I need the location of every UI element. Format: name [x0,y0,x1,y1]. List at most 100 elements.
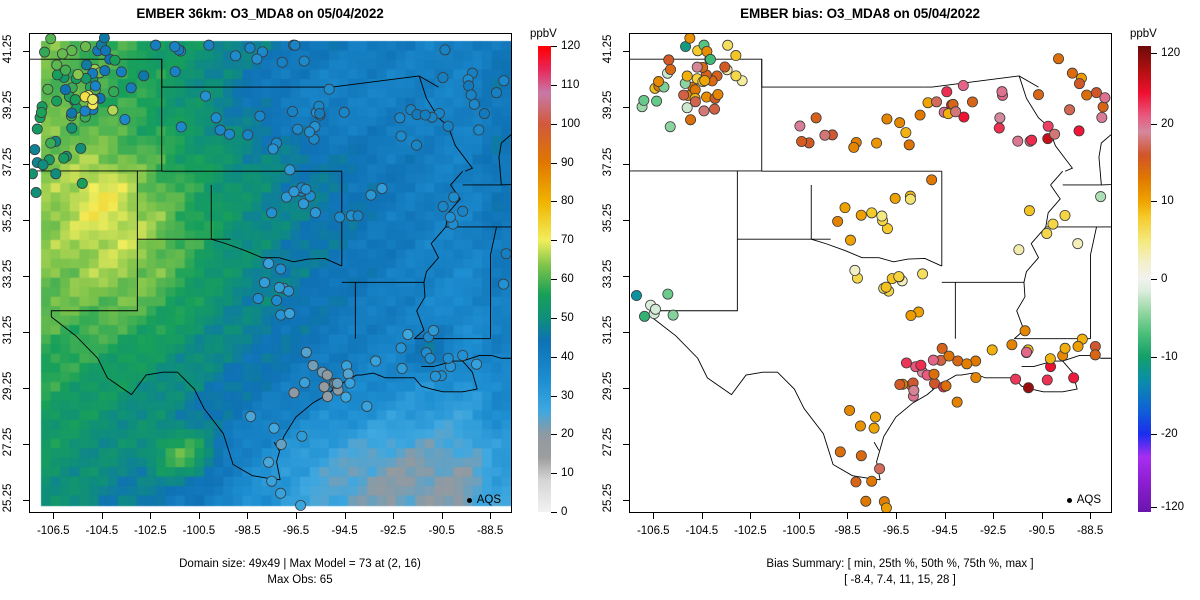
aqs-bias-point[interactable] [709,103,721,115]
aqs-observation-point[interactable] [275,263,287,275]
aqs-bias-point[interactable] [1041,374,1053,386]
aqs-bias-point[interactable] [704,53,716,65]
aqs-bias-point[interactable] [839,202,851,214]
aqs-bias-point[interactable] [855,209,867,221]
aqs-observation-point[interactable] [448,191,460,203]
aqs-bias-point[interactable] [957,80,969,91]
aqs-observation-point[interactable] [322,391,334,402]
aqs-bias-point[interactable] [868,422,880,434]
aqs-observation-point[interactable] [429,370,441,382]
aqs-observation-point[interactable] [331,377,343,389]
aqs-bias-point[interactable] [854,420,866,432]
aqs-bias-point[interactable] [630,290,642,301]
aqs-bias-point[interactable] [880,281,892,293]
aqs-bias-point[interactable] [943,350,955,362]
aqs-observation-point[interactable] [402,328,414,340]
aqs-bias-point[interactable] [1019,325,1031,337]
aqs-observation-point[interactable] [288,387,300,399]
aqs-observation-point[interactable] [100,45,112,57]
aqs-observation-point[interactable] [254,110,266,122]
map-plot-model[interactable]: AQS [29,33,512,513]
aqs-bias-point[interactable] [1073,125,1085,137]
aqs-observation-point[interactable] [175,121,187,133]
aqs-observation-point[interactable] [169,41,181,53]
aqs-bias-point[interactable] [855,450,867,462]
aqs-observation-point[interactable] [361,400,373,412]
aqs-observation-point[interactable] [242,129,254,141]
aqs-observation-point[interactable] [59,64,71,76]
aqs-observation-point[interactable] [30,168,38,180]
aqs-bias-point[interactable] [845,234,856,246]
aqs-bias-point[interactable] [1066,67,1078,79]
aqs-bias-point[interactable] [950,106,962,118]
aqs-observation-point[interactable] [314,107,326,119]
aqs-bias-point[interactable] [871,137,883,149]
aqs-observation-point[interactable] [69,94,81,106]
aqs-bias-point[interactable] [1064,104,1076,116]
aqs-observation-point[interactable] [299,377,311,389]
aqs-bias-point[interactable] [908,384,920,396]
aqs-observation-point[interactable] [352,210,364,222]
aqs-observation-point[interactable] [66,107,78,119]
aqs-observation-point[interactable] [498,278,510,290]
aqs-bias-point[interactable] [1072,238,1084,250]
aqs-observation-point[interactable] [428,325,439,337]
aqs-observation-point[interactable] [75,142,87,154]
aqs-bias-point[interactable] [903,139,915,151]
aqs-observation-point[interactable] [296,430,308,442]
aqs-bias-point[interactable] [936,342,948,354]
aqs-observation-point[interactable] [288,186,300,198]
aqs-bias-point[interactable] [881,113,893,125]
aqs-observation-point[interactable] [304,126,316,138]
aqs-observation-point[interactable] [342,368,354,380]
aqs-bias-point[interactable] [667,309,679,321]
aqs-bias-point[interactable] [699,75,711,87]
aqs-observation-point[interactable] [300,346,312,358]
aqs-observation-point[interactable] [411,139,422,151]
aqs-observation-point[interactable] [323,83,335,95]
aqs-bias-point[interactable] [1006,339,1018,351]
aqs-observation-point[interactable] [107,104,119,116]
aqs-bias-point[interactable] [722,39,734,51]
aqs-observation-point[interactable] [442,120,454,132]
aqs-bias-point[interactable] [958,111,970,123]
aqs-bias-point[interactable] [1044,353,1056,365]
aqs-observation-point[interactable] [297,198,309,210]
aqs-observation-point[interactable] [37,159,49,171]
aqs-bias-point[interactable] [1059,209,1071,221]
aqs-observation-point[interactable] [251,53,263,65]
aqs-bias-point[interactable] [1059,342,1071,354]
aqs-bias-point[interactable] [1089,349,1101,361]
aqs-bias-point[interactable] [681,70,693,82]
aqs-bias-point[interactable] [889,192,901,204]
aqs-bias-point[interactable] [928,368,940,380]
aqs-observation-point[interactable] [365,189,377,201]
aqs-observation-point[interactable] [50,168,62,180]
aqs-observation-point[interactable] [169,66,181,78]
aqs-observation-point[interactable] [200,90,212,102]
aqs-bias-point[interactable] [832,215,844,227]
aqs-bias-point[interactable] [931,96,943,108]
aqs-observation-point[interactable] [281,191,293,203]
aqs-bias-point[interactable] [874,463,886,475]
aqs-observation-point[interactable] [344,377,356,389]
aqs-bias-point[interactable] [678,89,690,101]
aqs-observation-point[interactable] [468,98,480,110]
aqs-observation-point[interactable] [318,381,330,393]
aqs-observation-point[interactable] [31,123,43,135]
aqs-bias-point[interactable] [951,396,963,408]
aqs-bias-point[interactable] [1095,191,1107,203]
aqs-observation-point[interactable] [244,42,256,54]
aqs-bias-point[interactable] [881,223,893,235]
aqs-observation-point[interactable] [203,39,215,51]
aqs-observation-point[interactable] [45,137,57,149]
aqs-observation-point[interactable] [81,59,93,71]
aqs-observation-point[interactable] [42,83,54,95]
aqs-observation-point[interactable] [473,124,485,136]
aqs-observation-point[interactable] [263,257,275,269]
aqs-observation-point[interactable] [66,122,78,134]
aqs-observation-point[interactable] [125,82,137,94]
aqs-bias-point[interactable] [870,411,881,423]
aqs-observation-point[interactable] [437,72,449,84]
aqs-bias-point[interactable] [639,310,651,322]
